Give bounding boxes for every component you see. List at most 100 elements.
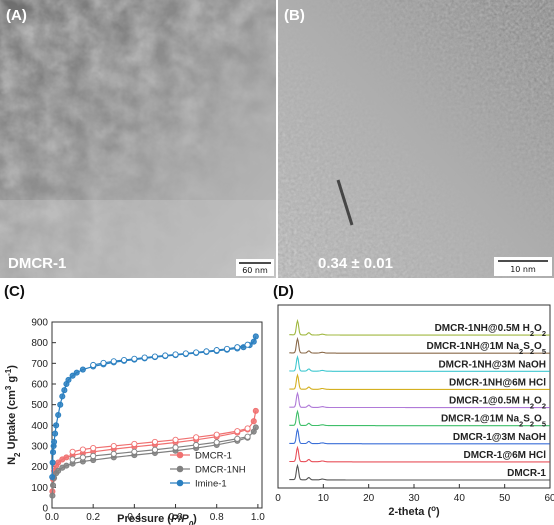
scale-bar-b: 10 nm: [494, 257, 552, 276]
isotherm-point-adsorption: [55, 467, 62, 474]
legend-marker: [176, 465, 184, 473]
pxrd-chart: 0 10 20 30 40 50 60 2-theta (o) DMCR-1 DMCR-1@6M …: [275, 304, 554, 519]
isotherm-point-adsorption: [65, 376, 72, 383]
y-tick-label-c: 700: [31, 359, 48, 370]
pxrd-trace-label: DMCR-1@0.5M H2O2: [449, 396, 546, 411]
isotherm-point-adsorption: [250, 338, 257, 345]
pxrd-trace: [289, 445, 550, 463]
isotherm-point-desorption: [69, 456, 76, 463]
isotherm-point-desorption: [151, 353, 158, 360]
tem-caption-a: DMCR-1: [8, 255, 66, 272]
isotherm-point-adsorption: [49, 473, 56, 481]
isotherm-point-desorption: [234, 428, 241, 435]
pxrd-trace-label: DMCR-1NH@1M Na2S2O5: [426, 341, 546, 356]
legend-label: Imine-1: [195, 479, 227, 490]
isotherm-point-adsorption: [49, 482, 57, 489]
isotherm-point-desorption: [110, 442, 117, 450]
isotherm-point-desorption: [162, 352, 169, 359]
isotherm-point-adsorption: [252, 407, 259, 414]
isotherm-point-desorption: [69, 448, 76, 455]
x-tick-label-d: 30: [408, 493, 420, 504]
isotherm-point-adsorption: [63, 454, 70, 461]
isotherm-point-desorption: [172, 436, 179, 443]
isotherm-point-desorption: [110, 358, 117, 365]
panel-label-b: (B): [284, 7, 305, 24]
isotherm-point-desorption: [193, 441, 200, 449]
isotherm-point-adsorption: [55, 411, 62, 419]
tem-image-a: [0, 0, 277, 278]
pxrd-trace-group: DMCR-1NH@0.5M H2O2: [289, 318, 550, 338]
isotherm-point-adsorption: [52, 430, 59, 437]
isotherm-point-adsorption: [79, 366, 86, 373]
scale-bar-a-label: 60 nm: [242, 266, 268, 275]
x-axis-title-d: 2-theta (o): [388, 504, 440, 519]
isotherm-point-desorption: [234, 344, 241, 351]
tem-caption-b: 0.34 ± 0.01: [318, 255, 393, 272]
isotherm-point-desorption: [90, 452, 97, 459]
isotherm-point-adsorption: [49, 459, 56, 466]
x-tick-label-c: 1.0: [251, 512, 265, 523]
y-tick-label-c: 300: [31, 442, 48, 453]
pxrd-trace: [289, 409, 550, 427]
isotherm-line-desorption: [93, 344, 248, 366]
x-tick-label-c: 0.2: [86, 512, 100, 523]
x-tick-label-d: 40: [454, 493, 466, 504]
x-tick-label-c: 0.6: [169, 512, 183, 523]
tem-image-b: [277, 0, 554, 278]
pxrd-trace: [289, 427, 550, 445]
isotherm-point-adsorption: [252, 333, 259, 340]
pxrd-trace-group: DMCR-1@6M HCl: [289, 445, 550, 463]
pxrd-trace: [289, 318, 550, 336]
panel-label-a: (A): [6, 7, 27, 24]
isotherm-point-desorption: [131, 355, 138, 362]
isotherm-point-desorption: [100, 359, 107, 366]
isotherm-point-adsorption: [252, 424, 259, 431]
y-tick-label-c: 0: [42, 504, 48, 515]
isotherm-point-desorption: [151, 438, 158, 445]
isotherm-point-desorption: [151, 446, 158, 453]
pxrd-trace: [289, 463, 550, 481]
pxrd-trace-group: DMCR-1NH@6M HCl: [289, 373, 550, 390]
pxrd-trace-label: DMCR-1: [507, 468, 546, 479]
scale-bar-a: 60 nm: [236, 259, 274, 276]
pxrd-trace-label: DMCR-1NH@6M HCl: [449, 377, 546, 388]
y-tick-label-c: 500: [31, 400, 48, 411]
pxrd-trace: [289, 373, 550, 390]
isotherm-point-adsorption: [73, 369, 80, 376]
isotherm-point-desorption: [244, 433, 251, 440]
isotherm-point-desorption: [90, 361, 97, 369]
isotherm-point-adsorption: [53, 422, 60, 429]
pxrd-trace-group: DMCR-1NH@3M NaOH: [289, 355, 550, 372]
pxrd-trace-label: DMCR-1NH@0.5M H2O2: [435, 323, 546, 338]
pxrd-trace-label: DMCR-1NH@3M NaOH: [438, 359, 546, 370]
isotherm-point-desorption: [244, 341, 251, 348]
x-tick-label-d: 0: [275, 493, 281, 504]
isotherm-chart: 0 100 200 300 400 500 600 700 800 900 0.0 0.2 0.4 0.6…: [4, 318, 266, 525]
isotherm-point-desorption: [213, 439, 220, 446]
pxrd-trace-label: DMCR-1@1M Na2S2O5: [441, 414, 546, 429]
isotherm-point-desorption: [110, 450, 117, 457]
isotherm-point-adsorption: [59, 393, 66, 400]
x-axis-title-c: Pressure (P/P0): [117, 513, 197, 525]
pxrd-trace: [289, 336, 550, 354]
isotherm-point-desorption: [79, 454, 86, 461]
isotherm-point-desorption: [223, 345, 231, 352]
isotherm-point-desorption: [121, 356, 128, 364]
isotherm-point-adsorption: [61, 387, 68, 394]
legend-marker: [176, 451, 184, 459]
x-tick-label-d: 60: [544, 493, 554, 504]
legend-label: DMCR-1NH: [195, 465, 246, 476]
pxrd-trace-label: DMCR-1@3M NaOH: [453, 432, 546, 443]
isotherm-point-adsorption: [250, 418, 257, 425]
pxrd-trace-group: DMCR-1@0.5M H2O2: [289, 391, 550, 411]
pxrd-trace: [289, 391, 550, 409]
isotherm-point-desorption: [213, 347, 220, 354]
x-tick-label-c: 0.4: [127, 512, 141, 523]
y-tick-label-c: 800: [31, 338, 48, 349]
isotherm-point-desorption: [244, 425, 251, 432]
legend-c: DMCR-1 DMCR-1NH Imine-1: [170, 451, 246, 490]
isotherm-point-desorption: [193, 349, 200, 356]
y-tick-label-c: 400: [31, 421, 48, 432]
pxrd-trace: [289, 355, 550, 372]
